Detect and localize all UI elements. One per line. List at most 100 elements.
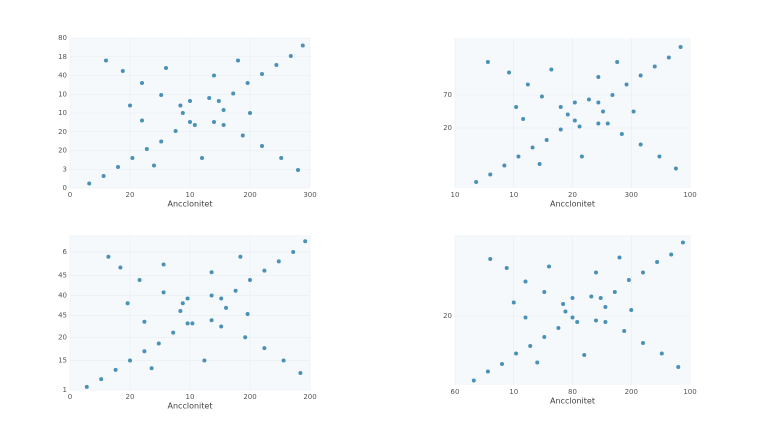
point	[596, 121, 601, 126]
point	[523, 279, 528, 284]
point	[262, 268, 267, 273]
point	[502, 163, 507, 168]
point	[164, 66, 168, 70]
point	[180, 111, 185, 115]
y-tick-label: 18	[58, 53, 67, 61]
point	[629, 308, 634, 312]
x-axis-label: Ancclonitet	[550, 200, 595, 209]
x-tick-label: 100	[683, 191, 696, 199]
point	[507, 70, 512, 75]
point	[594, 270, 598, 275]
point	[106, 254, 111, 259]
point	[596, 75, 601, 79]
point	[542, 290, 547, 294]
point	[558, 105, 563, 109]
point	[589, 294, 594, 299]
point	[558, 127, 563, 132]
point	[678, 45, 683, 49]
point	[161, 290, 166, 295]
x-tick-label: 20	[568, 191, 577, 199]
point	[87, 181, 92, 186]
point	[572, 118, 577, 123]
point	[471, 378, 476, 383]
point	[171, 330, 176, 335]
point	[530, 145, 535, 150]
x-tick-label: 10	[509, 388, 518, 396]
x-tick-label: 10	[451, 191, 460, 199]
x-tick-label: 0	[68, 393, 72, 401]
x-axis-label: Ancclonitet	[168, 200, 213, 209]
y-tick-label: 6	[63, 248, 68, 256]
point	[570, 315, 575, 320]
y-tick-label: 80	[58, 34, 67, 42]
point	[626, 278, 631, 282]
point	[149, 366, 154, 371]
y-tick-label: 20	[58, 147, 67, 155]
point	[631, 109, 636, 114]
point	[245, 81, 250, 85]
point	[236, 58, 240, 63]
point	[537, 162, 542, 166]
point	[298, 370, 303, 375]
x-axis-label: Ancclonitet	[168, 402, 213, 411]
x-tick-label: 10	[186, 191, 195, 199]
y-tick-label: 70	[443, 91, 452, 99]
point	[556, 326, 561, 330]
point	[84, 384, 89, 389]
point	[535, 360, 540, 365]
point	[641, 341, 645, 345]
point	[523, 315, 528, 320]
point	[276, 259, 281, 264]
point	[281, 358, 286, 363]
point	[579, 154, 584, 159]
point	[260, 72, 264, 76]
y-tick-label: 15	[58, 357, 67, 365]
point	[245, 312, 250, 317]
point	[140, 118, 144, 123]
point	[231, 91, 236, 96]
point	[474, 180, 479, 184]
point	[238, 254, 243, 259]
point	[248, 277, 252, 282]
point	[603, 320, 608, 324]
x-tick-label: 300	[625, 191, 638, 199]
x-tick-label: 300	[303, 191, 316, 199]
point	[624, 82, 629, 87]
point	[544, 138, 549, 142]
x-tick-label: 10	[509, 191, 518, 199]
point	[142, 319, 147, 324]
x-tick-label: 200	[243, 191, 256, 199]
y-tick-label: 20	[443, 312, 452, 320]
point	[291, 250, 296, 255]
point	[212, 120, 216, 124]
point	[192, 123, 197, 127]
point	[516, 154, 521, 159]
x-tick-label: 60	[451, 388, 460, 396]
point	[180, 301, 185, 306]
point	[178, 308, 183, 313]
x-tick-label: 20	[126, 393, 135, 401]
point	[209, 293, 214, 298]
point	[652, 64, 657, 69]
point	[216, 99, 221, 103]
point	[596, 100, 601, 105]
point	[118, 265, 123, 270]
point	[173, 129, 178, 133]
point	[125, 301, 130, 306]
point	[159, 139, 164, 144]
point	[641, 270, 645, 275]
point	[528, 344, 533, 348]
point	[561, 302, 566, 306]
point	[248, 111, 252, 115]
point	[221, 108, 226, 112]
y-tick-label: 45	[58, 271, 67, 279]
point	[539, 94, 544, 99]
point	[563, 309, 568, 314]
x-tick-label: 200	[303, 393, 316, 401]
point	[188, 120, 192, 124]
point	[209, 318, 214, 323]
x-tick-label: 200	[625, 388, 638, 396]
point	[488, 257, 493, 261]
point	[219, 296, 224, 301]
point	[303, 239, 308, 244]
